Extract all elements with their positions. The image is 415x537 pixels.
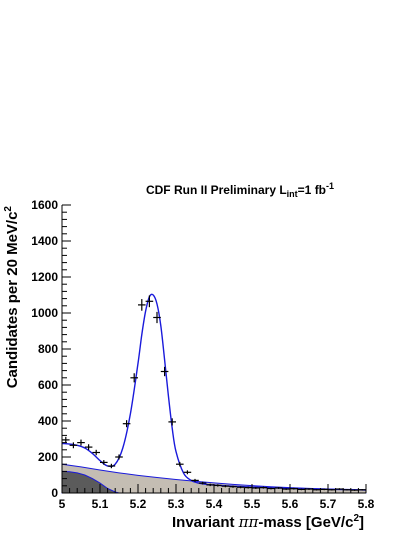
data-point [221,485,230,488]
x-tick-label: 5.2 [130,497,147,511]
data-point [206,483,214,487]
data-points-group [62,295,366,491]
data-point [259,486,268,489]
x-tick-label: 5.5 [244,497,261,511]
y-tick-label: 600 [38,378,58,392]
data-point [320,488,328,491]
data-point [274,487,283,489]
data-point [282,488,290,490]
y-tick-label: 1000 [31,306,58,320]
data-point [153,311,161,324]
y-tick-label: 1400 [31,234,58,248]
data-point [84,444,93,450]
y-tick-label: 400 [38,414,58,428]
data-point [183,470,192,475]
x-tick-label: 5.3 [168,497,185,511]
data-point [244,486,252,489]
plot-title: CDF Run II Preliminary Lint=1 fb-1 [146,181,334,199]
data-point [77,439,85,446]
x-tick-label: 5.6 [282,497,299,511]
data-point [335,488,344,490]
x-tick-label: 5.1 [92,497,109,511]
dark-component-area [61,470,120,494]
data-point [69,442,78,449]
data-point [168,418,176,426]
y-tick-label: 0 [51,486,58,500]
data-point [122,420,131,428]
data-point [328,488,336,491]
data-point [138,299,146,311]
data-point [252,487,260,489]
x-tick-label: 5 [59,497,66,511]
x-tick-label: 5.7 [320,497,337,511]
data-point [191,478,199,482]
data-point [305,488,313,490]
x-tick-label: 5.8 [358,497,375,511]
data-point [290,487,298,490]
data-point [229,485,237,488]
data-point [198,481,207,485]
data-point [130,373,138,383]
y-tick-label: 1200 [31,270,58,284]
data-point [62,436,70,443]
fit-curve [61,293,367,491]
y-tick-label: 800 [38,342,58,356]
data-point [145,295,154,308]
data-point [107,463,116,469]
fit-curve-group [61,293,367,491]
data-point [297,488,306,491]
y-axis-title: Candidates per 20 MeV/c2 [3,206,21,389]
y-tick-label: 200 [38,450,58,464]
data-point [343,488,351,491]
data-point [312,488,321,491]
data-point [160,366,169,377]
x-tick-label: 5.4 [206,497,223,511]
data-point [236,486,245,489]
data-point [115,454,123,460]
data-point [350,489,359,491]
data-point [176,461,184,467]
y-tick-label: 1600 [31,198,58,212]
data-point [267,487,275,490]
data-point [214,484,222,487]
data-point [358,488,366,491]
axes-group: 5 5.1 5.2 5.3 5.4 5.5 5.6 5.7 5.8 0 200 400 600 800 10… [31,198,374,511]
data-point [100,460,108,465]
data-point [92,449,100,456]
x-axis-title: Invariant ππ-mass [GeV/c2] [172,513,364,531]
